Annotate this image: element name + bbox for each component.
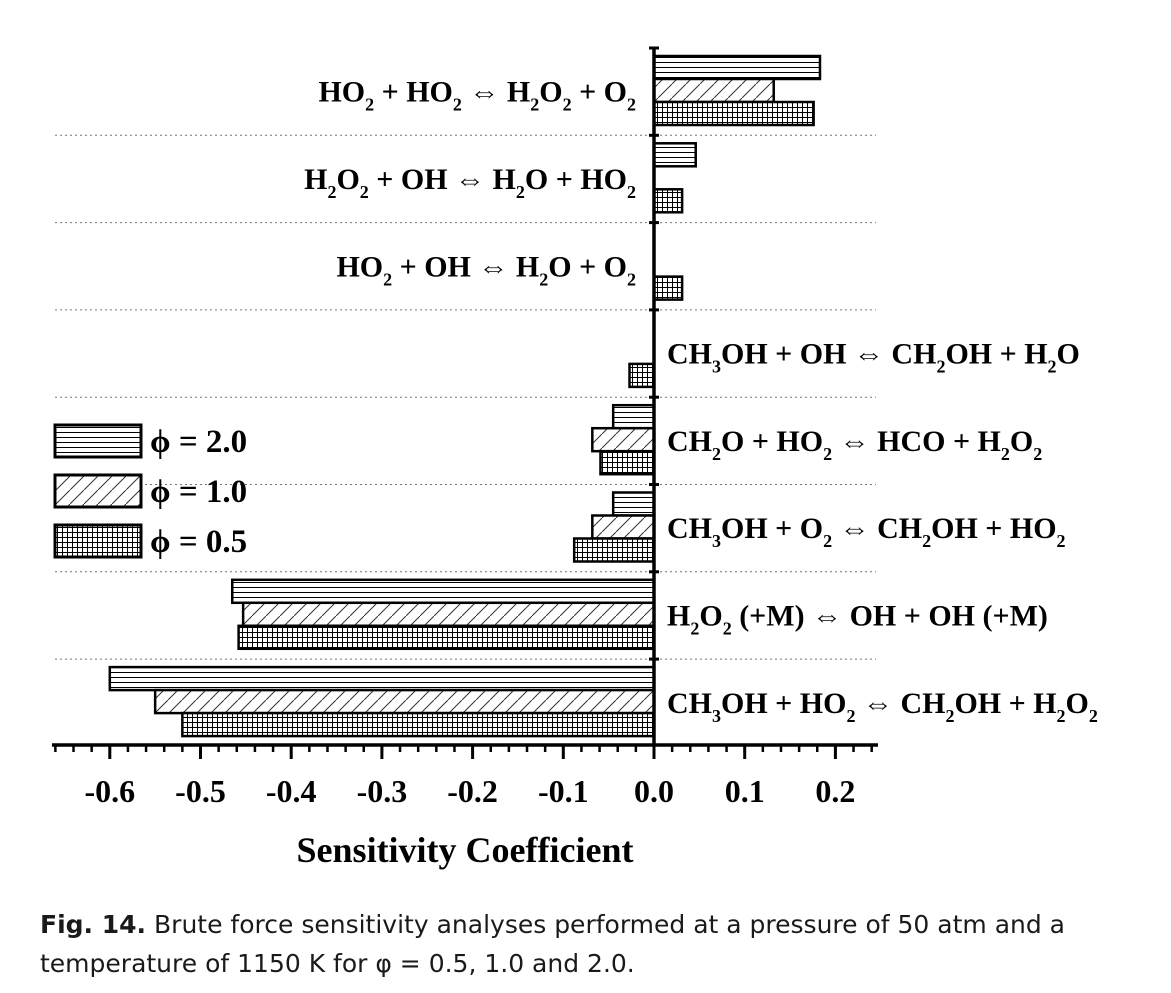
- reaction-label: H2O2 + OH ⇔ H2O + HO2: [304, 163, 636, 202]
- bar-phi-0-5: [599, 449, 656, 476]
- bar-phi-2-0: [230, 578, 656, 605]
- bar-phi-1-0: [241, 601, 656, 628]
- reaction-label: CH3OH + O2 ⇔ CH2OH + HO2: [667, 512, 1066, 551]
- caption-label: Fig. 14.: [40, 910, 147, 939]
- x-tick-label: -0.5: [175, 773, 226, 809]
- bar-phi-2-0: [652, 142, 697, 168]
- sensitivity-bar-chart-svg: -0.6 -0.5 -0.4 -0.3 -0.2 -0.1 0.0 0.1 0.2 Sensiti…: [52, 46, 1098, 870]
- legend-label: ϕ = 0.5: [150, 524, 247, 560]
- bar-phi-2-0: [611, 491, 656, 517]
- bar-phi-0-5: [237, 624, 656, 651]
- x-tick-label: -0.1: [538, 773, 589, 809]
- bar-phi-0-5: [652, 100, 815, 127]
- bar-phi-0-5: [652, 188, 684, 214]
- reaction-label: CH2O + HO2 ⇔ HCO + H2O2: [667, 425, 1042, 464]
- bar-phi-2-0: [108, 665, 656, 692]
- bar-phi-0-5: [628, 362, 656, 389]
- bar-phi-2-0: [652, 54, 822, 81]
- legend-label: ϕ = 1.0: [150, 474, 247, 510]
- bar-phi-0-5: [572, 537, 656, 563]
- bar-phi-1-0: [153, 688, 656, 715]
- x-tick-label: -0.6: [84, 773, 135, 809]
- x-axis-title: Sensitivity Coefficient: [297, 830, 634, 870]
- legend-swatch: [53, 473, 143, 509]
- legend-label: ϕ = 2.0: [150, 424, 247, 460]
- x-tick-label: 0.0: [634, 773, 674, 809]
- bar-phi-2-0: [611, 403, 656, 430]
- x-tick-label: 0.2: [815, 773, 855, 809]
- reaction-label: HO2 + HO2 ⇔ H2O2 + O2: [318, 76, 636, 115]
- figure-caption: Fig. 14. Brute force sensitivity analyses…: [40, 905, 1140, 983]
- x-tick-label: 0.1: [725, 773, 765, 809]
- x-tick-label: -0.3: [357, 773, 408, 809]
- legend-swatch: [53, 523, 143, 559]
- x-tick-label: -0.4: [266, 773, 317, 809]
- reaction-label: HO2 + OH ⇔ H2O + O2: [336, 250, 636, 289]
- bar-phi-1-0: [652, 77, 775, 104]
- bar-phi-1-0: [591, 514, 656, 540]
- reaction-label: CH3OH + OH ⇔ CH2OH + H2O: [667, 338, 1080, 377]
- caption-text: Brute force sensitivity analyses perform…: [40, 910, 1065, 978]
- bar-phi-1-0: [591, 426, 656, 453]
- bar-phi-0-5: [652, 275, 684, 301]
- legend-swatch: [53, 423, 143, 459]
- reaction-label: CH3OH + HO2 ⇔ CH2OH + H2O2: [667, 687, 1098, 726]
- x-tick-label: -0.2: [447, 773, 498, 809]
- bar-phi-0-5: [181, 711, 656, 738]
- reaction-label: H2O2 (+M) ⇔ OH + OH (+M): [667, 599, 1048, 638]
